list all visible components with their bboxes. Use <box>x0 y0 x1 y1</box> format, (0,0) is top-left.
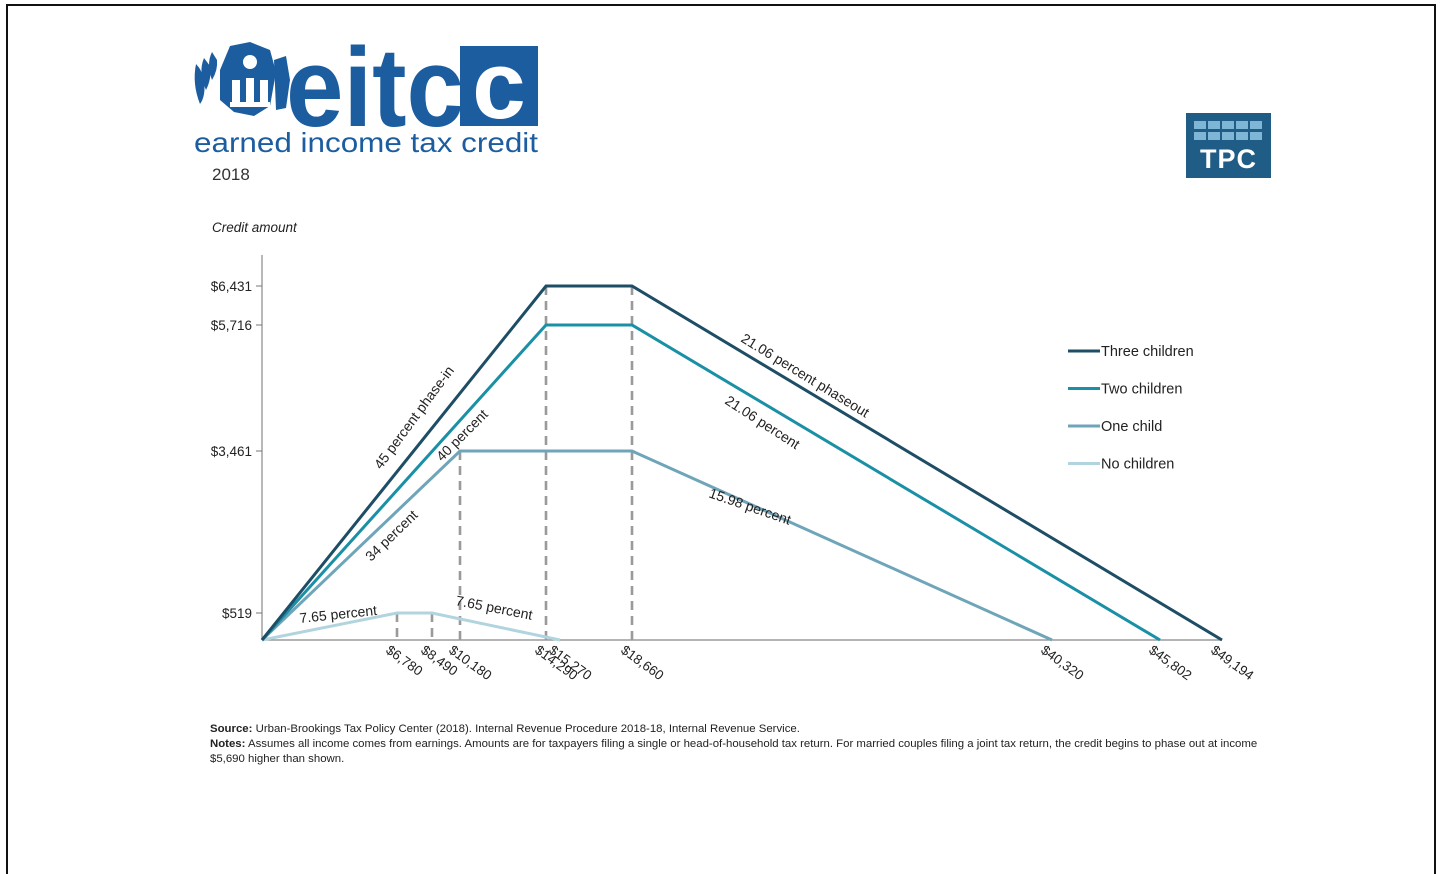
x-tick-label: $40,320 <box>1038 642 1086 683</box>
tpc-grid-icon <box>1194 121 1264 143</box>
eitc-logo: eitc c earned income tax credit <box>194 25 538 158</box>
tpc-logo-text: TPC <box>1200 144 1257 174</box>
notes-line: Notes: Assumes all income comes from ear… <box>210 737 1270 767</box>
chart-subtitle: 2018 <box>212 165 250 184</box>
series-line-no-children <box>261 611 561 642</box>
x-tick-label: $6,780 <box>383 642 425 678</box>
source-text: Urban-Brookings Tax Policy Center (2018)… <box>255 723 800 735</box>
image-frame <box>6 4 1436 874</box>
series-line-one-child <box>260 449 1053 642</box>
x-ticks: $6,780$8,490$10,180 $14,290$15,270 $18,660… <box>383 642 1257 683</box>
tpc-logo: TPC <box>1186 113 1271 178</box>
legend-label: Three children <box>1101 344 1194 360</box>
y-ticks: $6,431 $5,716 $3,461 $519 <box>211 279 262 621</box>
notes-label: Notes: <box>210 738 246 750</box>
x-tick-label: $49,194 <box>1208 642 1257 683</box>
slope-annotation: 7.65 percent <box>299 602 378 626</box>
source-notes: Source: Urban-Brookings Tax Policy Cente… <box>210 722 1270 767</box>
y-axis-label: Credit amount <box>212 220 298 235</box>
notes-text: Assumes all income comes from earnings. … <box>210 738 1258 765</box>
eitc-tagline: earned income tax credit <box>194 127 538 158</box>
legend-label: One child <box>1101 419 1162 435</box>
legend: Three children Two children One child No ch… <box>1068 344 1194 473</box>
slope-annotation: 15.98 percent <box>707 485 793 528</box>
y-tick-label: $519 <box>222 606 252 621</box>
legend-label: No children <box>1101 457 1174 473</box>
slope-annotation: 21.06 percent <box>722 392 803 452</box>
slope-annotation: 21.06 percent phaseout <box>738 330 872 421</box>
x-tick-label: $45,802 <box>1146 642 1194 683</box>
y-tick-label: $3,461 <box>211 444 252 459</box>
eitc-wordmark: eitc <box>286 25 464 150</box>
legend-label: Two children <box>1101 382 1182 398</box>
source-label: Source: <box>210 723 253 735</box>
eitc-c-box <box>460 46 538 126</box>
series-line-two-children <box>260 323 1161 642</box>
guide-lines <box>395 286 634 640</box>
source-line: Source: Urban-Brookings Tax Policy Cente… <box>210 722 1270 737</box>
series-lines <box>260 284 1223 642</box>
x-tick-label: $18,660 <box>618 642 666 683</box>
y-tick-label: $6,431 <box>211 279 252 294</box>
y-tick-label: $5,716 <box>211 318 252 333</box>
eitc-c-letter: c <box>472 32 525 139</box>
series-line-three-children <box>260 284 1223 642</box>
slope-annotation: 7.65 percent <box>454 592 534 623</box>
